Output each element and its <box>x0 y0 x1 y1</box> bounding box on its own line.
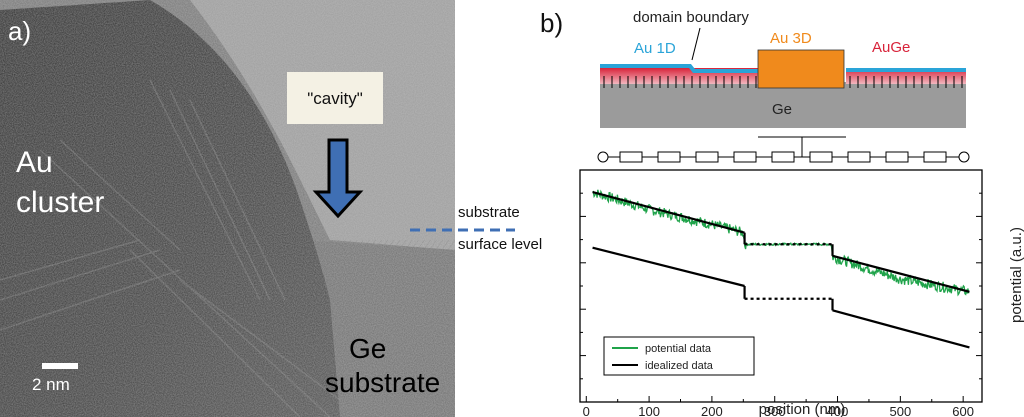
terminal-right <box>958 151 970 163</box>
x-tick-label-6: 600 <box>952 404 974 417</box>
auge-label: AuGe <box>872 39 910 56</box>
resistor <box>657 151 681 163</box>
resistor <box>771 151 795 163</box>
ge-label-line1: Ge <box>349 333 386 364</box>
resistor <box>885 151 909 163</box>
legend: potential data idealized data <box>603 336 755 376</box>
schematic-ge-label: Ge <box>772 101 792 118</box>
x-ticks: 0 100 200 300 400 500 600 <box>583 396 974 417</box>
schematic: Ge domain boundary Au 1D Au 3D AuGe <box>597 9 970 163</box>
y-axis-title: potential (a.u.) <box>1008 227 1024 323</box>
scale-bar <box>42 363 78 369</box>
idealized-segment-0 <box>592 190 745 234</box>
x-tick-label-0: 0 <box>583 404 590 417</box>
resistor <box>923 151 947 163</box>
surface-label-line2: surface level <box>458 236 542 253</box>
legend-label-potential: potential data <box>645 343 712 355</box>
idealized-segment-5 <box>832 309 970 349</box>
resistor <box>695 151 719 163</box>
resistor <box>733 151 757 163</box>
au3d-cluster <box>757 49 845 89</box>
cavity-arrow <box>312 138 364 219</box>
cavity-label: "cavity" <box>307 89 363 108</box>
tem-image: a) Au cluster "cavity" 2 nm Ge substrate <box>0 0 455 417</box>
au1d-label: Au 1D <box>634 40 676 57</box>
series-area <box>592 189 970 349</box>
resistor <box>619 151 643 163</box>
resistor <box>809 151 833 163</box>
x-tick-label-1: 100 <box>638 404 660 417</box>
resistor <box>847 151 871 163</box>
cavity-label-box <box>287 72 383 124</box>
resistor-chain <box>597 151 970 163</box>
domain-boundary-label: domain boundary <box>633 9 749 26</box>
x-tick-label-3: 300 <box>764 404 786 417</box>
x-tick-label-5: 500 <box>889 404 911 417</box>
legend-label-idealized: idealized data <box>645 360 714 372</box>
au3d-label: Au 3D <box>770 30 812 47</box>
scalebar-label: 2 nm <box>32 375 70 394</box>
idealized-segment-3 <box>592 246 745 288</box>
chart: 0 100 200 300 400 500 600 position (nm) potent… <box>579 169 1024 417</box>
idealized-segment-2 <box>832 254 970 293</box>
surface-label-line1: substrate <box>458 204 520 221</box>
ge-block <box>600 82 966 128</box>
x-tick-label-2: 200 <box>701 404 723 417</box>
au1d-layer <box>600 64 758 73</box>
domain-boundary-pointer <box>691 27 701 61</box>
ge-label-line2: substrate <box>325 367 440 398</box>
panel-a-label: a) <box>8 16 31 46</box>
cluster-label-line1: Au <box>16 146 53 179</box>
legend-box <box>603 336 755 376</box>
cluster-label-line2: cluster <box>16 186 104 219</box>
series-potential-data <box>592 189 970 297</box>
panel-b-label: b) <box>540 8 563 38</box>
y-ticks <box>580 192 982 380</box>
terminal-left <box>597 151 609 163</box>
atomic-ticks <box>603 76 963 88</box>
x-tick-label-4: 400 <box>827 404 849 417</box>
x-axis-title: position (nm) <box>759 401 846 417</box>
